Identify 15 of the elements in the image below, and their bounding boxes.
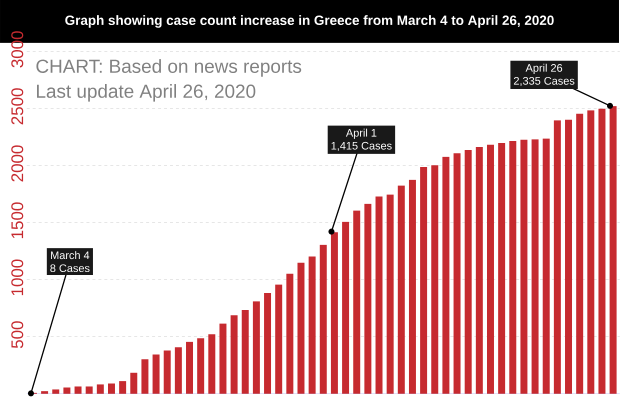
annotation: Last update April 26, 2020	[37, 84, 256, 102]
y-tick-label: 1000	[11, 259, 24, 295]
annotation: April 26	[526, 64, 562, 74]
y-tick-label: 2500	[11, 88, 24, 124]
annotation: April 1	[346, 128, 376, 139]
y-tick-label: 2000	[11, 145, 24, 182]
annotation: 8 Cases	[50, 264, 90, 272]
annotation: 1,415 Cases	[332, 142, 392, 151]
y-tick-label: 1500	[11, 202, 24, 238]
chart-title: Graph showing case count increase in Greece from March 4 to April 26, 2020	[65, 15, 554, 28]
y-tick-label: 3000	[11, 31, 24, 68]
y-tick-label: 500	[11, 321, 24, 348]
annotation: CHART: Based on news reports	[36, 58, 302, 77]
annotation: March 4	[51, 250, 90, 259]
annotation: 2,335 Cases	[514, 76, 574, 86]
